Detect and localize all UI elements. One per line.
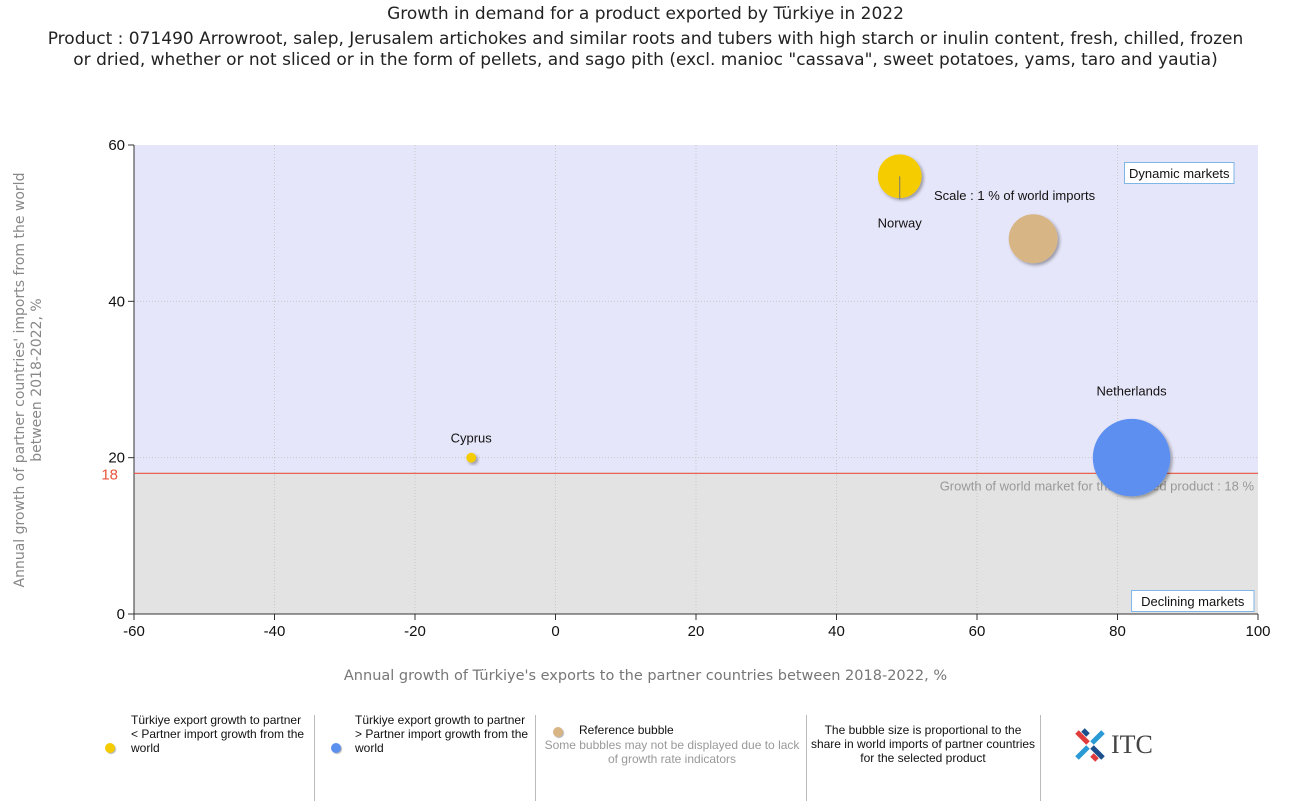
y-tick-label: 0 bbox=[117, 606, 125, 623]
dynamic-markets-box bbox=[1124, 162, 1235, 184]
world-growth-line-label: Growth of world market for the selected … bbox=[940, 478, 1255, 493]
bubble-netherlands bbox=[1092, 418, 1171, 497]
legend-reference-note: Some bubbles may not be displayed due to… bbox=[544, 738, 800, 766]
y-axis-title: Annual growth of partner countries' impo… bbox=[12, 172, 45, 588]
declining-markets-box bbox=[1131, 590, 1255, 612]
legend-item-above: Türkiye export growth to partner > Partn… bbox=[326, 713, 536, 803]
legend-divider bbox=[535, 715, 536, 801]
x-axis-title: Annual growth of Türkiye's exports to th… bbox=[343, 668, 948, 684]
x-tick-label: -20 bbox=[404, 623, 426, 640]
itc-logo: ITC bbox=[1073, 728, 1153, 762]
y-tick-label: 20 bbox=[108, 450, 125, 467]
world-growth-value-label: 18 bbox=[101, 466, 118, 483]
blue-bubble-icon bbox=[331, 743, 341, 753]
x-tick-label: -60 bbox=[123, 623, 145, 640]
declining-markets-label: Declining markets bbox=[1141, 594, 1245, 609]
itc-logo-icon bbox=[1075, 728, 1105, 762]
x-tick-label: 100 bbox=[1245, 623, 1270, 640]
legend-reference-title: Reference bubble bbox=[579, 723, 674, 737]
legend-below-label: Türkiye export growth to partner < Partn… bbox=[131, 713, 305, 755]
y-tick-label: 40 bbox=[108, 293, 125, 310]
chart-subtitle: Product : 071490 Arrowroot, salep, Jerus… bbox=[47, 29, 1244, 70]
y-tick-label: 60 bbox=[108, 137, 125, 154]
x-tick-label: -40 bbox=[264, 623, 286, 640]
bubble-chart: 0 20 40 60 -60 -40 -20 0 20 40 60 80 100 18 Growth of … bbox=[101, 137, 1270, 640]
legend-item-size-note: The bubble size is proportional to the s… bbox=[808, 713, 1040, 803]
chart-title: Growth in demand for a product exported … bbox=[387, 4, 904, 24]
legend-above-label: Türkiye export growth to partner > Partn… bbox=[355, 713, 529, 755]
x-tick-label: 40 bbox=[828, 623, 845, 640]
legend-item-below: Türkiye export growth to partner < Partn… bbox=[100, 713, 310, 803]
x-tick-label: 60 bbox=[969, 623, 986, 640]
x-tick-label: 80 bbox=[1109, 623, 1126, 640]
legend-divider bbox=[806, 715, 807, 801]
cyprus-label: Cyprus bbox=[451, 431, 493, 446]
legend-item-reference: Reference bubble Some bubbles may not be… bbox=[537, 713, 807, 803]
legend-divider bbox=[314, 715, 315, 801]
x-tick-label: 20 bbox=[688, 623, 705, 640]
itc-logo-text: ITC bbox=[1111, 730, 1153, 759]
legend-divider bbox=[1040, 715, 1041, 801]
dynamic-markets-label: Dynamic markets bbox=[1129, 166, 1230, 181]
x-tick-label: 0 bbox=[551, 623, 559, 640]
legend-size-note: The bubble size is proportional to the s… bbox=[810, 723, 1036, 765]
reference-scale-label: Scale : 1 % of world imports bbox=[934, 188, 1096, 203]
bubble-cyprus bbox=[466, 452, 477, 463]
norway-label: Norway bbox=[878, 215, 923, 230]
yellow-bubble-icon bbox=[105, 743, 115, 753]
reference-bubble-icon bbox=[553, 727, 563, 737]
reference-bubble bbox=[1008, 214, 1058, 264]
netherlands-label: Netherlands bbox=[1096, 384, 1167, 399]
